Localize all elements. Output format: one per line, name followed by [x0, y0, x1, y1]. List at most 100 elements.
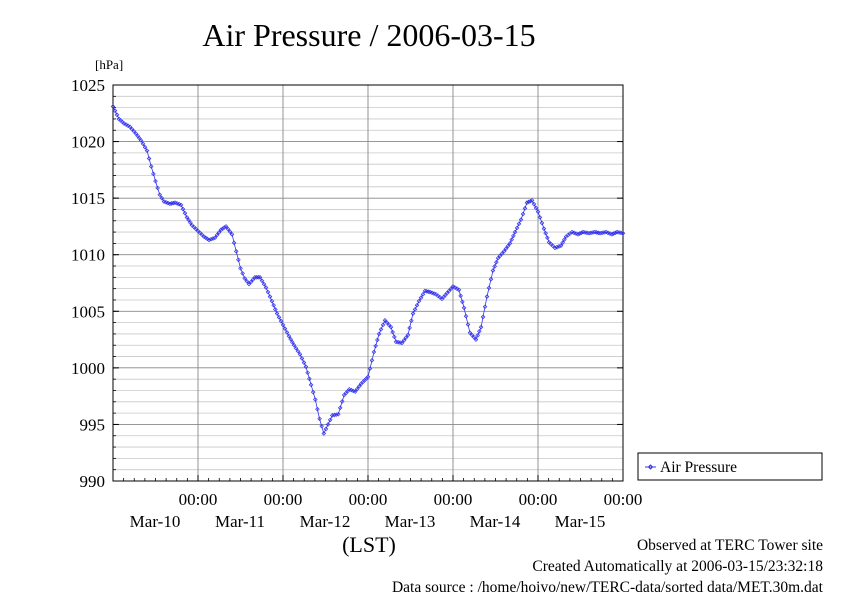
- data-point-marker: [371, 349, 377, 355]
- data-point-marker: [242, 276, 248, 281]
- data-point-marker: [518, 217, 524, 222]
- data-point-marker: [186, 217, 191, 223]
- x-tick-time-label: 00:00: [519, 490, 558, 509]
- data-point-marker: [511, 233, 516, 239]
- x-tick-time-label: 00:00: [434, 490, 473, 509]
- data-point-marker: [123, 122, 129, 127]
- data-point-marker: [112, 108, 118, 113]
- data-point-marker: [271, 302, 276, 308]
- data-point-marker: [480, 314, 486, 320]
- data-point-marker: [225, 226, 231, 232]
- data-point-marker: [223, 224, 229, 229]
- data-point-marker: [121, 121, 127, 126]
- legend: Air Pressure: [637, 452, 823, 481]
- data-point-marker: [259, 278, 265, 284]
- data-point-marker: [284, 330, 290, 335]
- data-point-marker: [142, 144, 148, 150]
- data-point-marker: [280, 322, 286, 328]
- data-point-marker: [384, 320, 390, 325]
- data-point-marker: [274, 311, 280, 316]
- data-point-marker: [321, 431, 327, 436]
- data-point-marker: [450, 284, 456, 289]
- data-point-marker: [473, 337, 479, 342]
- data-point-marker: [494, 259, 499, 265]
- data-point-marker: [244, 279, 250, 284]
- legend-marker-diamond: [647, 464, 654, 470]
- data-point-marker: [169, 201, 174, 206]
- data-point-marker: [148, 164, 154, 169]
- data-point-marker: [499, 251, 505, 256]
- data-point-marker: [545, 235, 550, 241]
- data-point-marker: [261, 281, 267, 287]
- data-point-marker: [554, 244, 560, 250]
- y-axis-ticks: 990 995 1000 1005 1010 1015 1020 1025: [71, 76, 623, 491]
- data-point-marker: [611, 231, 616, 236]
- data-point-marker: [613, 230, 618, 236]
- data-point-marker: [599, 230, 605, 236]
- data-point-marker: [541, 226, 547, 231]
- data-point-marker: [286, 333, 292, 339]
- data-point-marker: [380, 322, 386, 328]
- data-point-marker: [210, 236, 216, 241]
- data-point-marker: [282, 326, 288, 331]
- data-point-marker: [533, 205, 539, 211]
- data-point-marker: [414, 302, 420, 308]
- y-tick-label: 1020: [71, 133, 105, 152]
- data-point-marker: [144, 148, 150, 153]
- data-point-marker: [131, 129, 137, 134]
- data-point-marker: [212, 235, 218, 241]
- data-point-marker: [184, 215, 190, 220]
- data-point-marker: [295, 348, 301, 354]
- data-point-marker: [216, 230, 222, 235]
- data-point-marker: [601, 230, 607, 235]
- data-point-marker: [337, 405, 343, 411]
- data-point-marker: [171, 200, 176, 206]
- data-point-marker: [339, 399, 345, 404]
- data-point-marker: [138, 138, 144, 143]
- data-point-marker: [560, 240, 565, 245]
- data-point-marker: [378, 327, 384, 332]
- data-point-marker: [375, 337, 380, 343]
- data-point-marker: [240, 271, 245, 276]
- data-point-marker: [452, 285, 458, 290]
- data-point-marker: [407, 325, 412, 331]
- data-point-marker: [528, 198, 533, 204]
- data-point-marker: [252, 275, 258, 280]
- data-point-marker: [218, 227, 224, 233]
- data-point-marker: [484, 294, 490, 299]
- data-point-marker: [524, 200, 530, 205]
- data-point-marker: [352, 389, 358, 394]
- data-point-marker: [405, 332, 411, 338]
- data-point-marker: [254, 275, 259, 280]
- data-point-marker: [222, 225, 227, 230]
- x-tick-time-label: 00:00: [179, 490, 218, 509]
- data-point-marker: [463, 313, 469, 319]
- data-point-marker: [577, 231, 582, 236]
- data-point-marker: [529, 198, 535, 203]
- data-point-marker: [401, 338, 407, 343]
- data-point-marker: [477, 328, 482, 334]
- data-point-marker: [482, 304, 488, 310]
- data-point-marker: [382, 318, 388, 323]
- data-point-marker: [501, 249, 507, 254]
- data-point-marker: [356, 384, 362, 389]
- data-point-marker: [507, 241, 513, 246]
- data-point-marker: [310, 389, 316, 395]
- footer-observed: Observed at TERC Tower site: [637, 537, 823, 554]
- data-point-marker: [535, 209, 541, 215]
- data-point-marker: [319, 423, 324, 429]
- data-point-marker: [231, 240, 237, 246]
- data-point-marker: [486, 285, 492, 291]
- legend-box: [637, 452, 823, 481]
- y-tick-label: 1015: [71, 189, 105, 208]
- data-point-marker: [167, 201, 173, 207]
- data-point-marker: [588, 230, 594, 236]
- data-point-marker: [256, 275, 261, 280]
- x-tick-time-label: 00:00: [264, 490, 303, 509]
- data-point-marker: [153, 178, 158, 184]
- data-point-marker: [267, 294, 273, 299]
- data-point-marker: [278, 318, 284, 324]
- data-point-marker: [227, 229, 233, 235]
- x-axis-label: (LST): [342, 532, 396, 557]
